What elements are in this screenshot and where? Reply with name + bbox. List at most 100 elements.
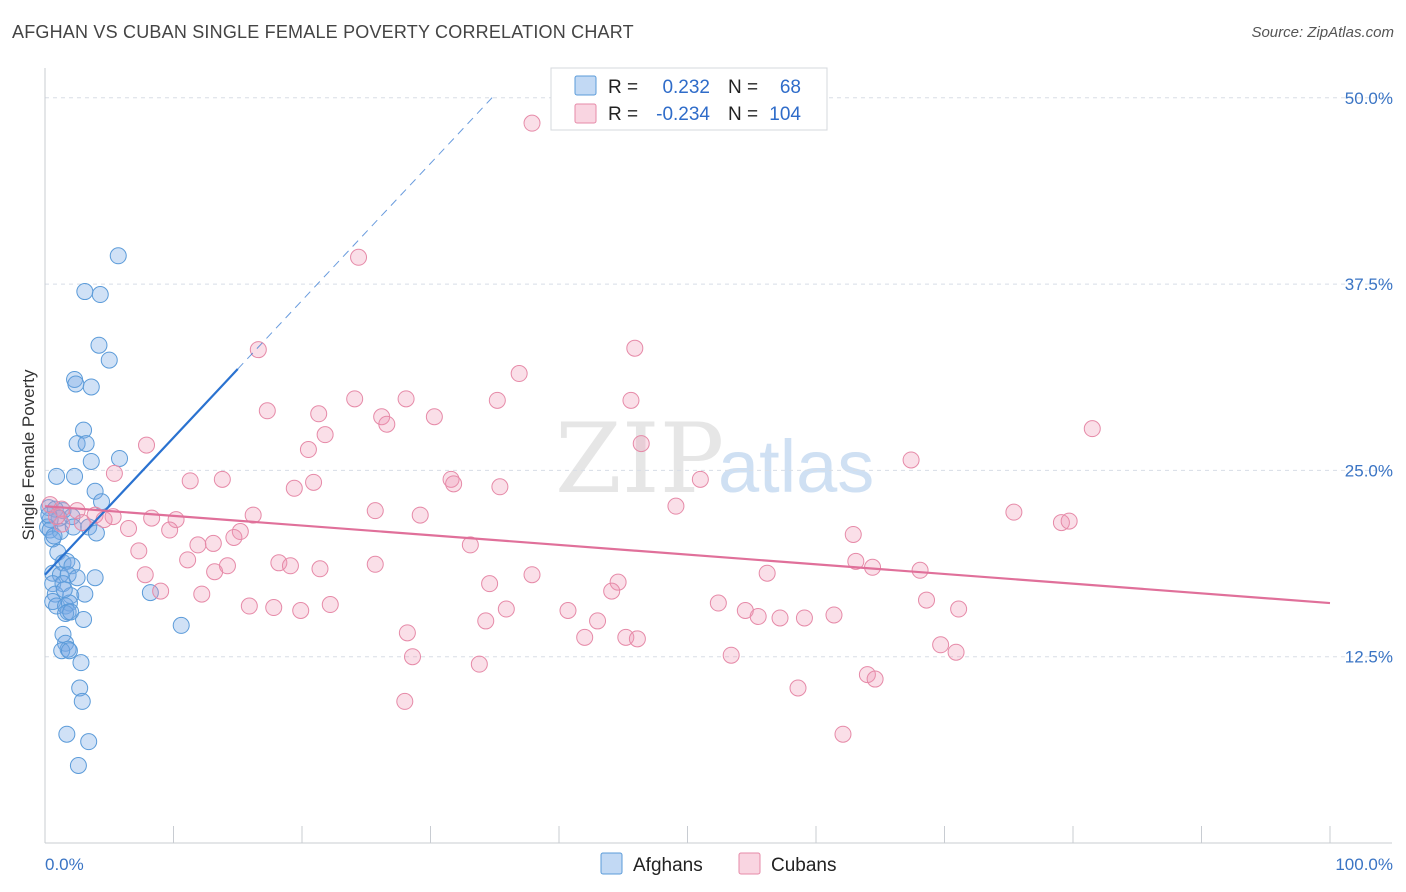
- legend-r-label-afghans: R =: [608, 77, 638, 98]
- cubans-point: [218, 557, 236, 575]
- afghans-point: [58, 725, 76, 743]
- cubans-point: [795, 609, 813, 627]
- afghans-point: [68, 435, 86, 453]
- legend-r-value-afghans: 0.232: [662, 77, 710, 98]
- cubans-point: [130, 542, 148, 560]
- cubans-point: [603, 582, 621, 600]
- legend-r-value-cubans: -0.234: [656, 104, 710, 125]
- cubans-point: [691, 470, 709, 488]
- cubans-point: [310, 405, 328, 423]
- series-legend-label-cubans[interactable]: Cubans: [771, 855, 837, 876]
- series-legend-label-afghans[interactable]: Afghans: [633, 855, 703, 876]
- cubans-point: [622, 391, 640, 409]
- trend-lines: [44, 94, 1331, 605]
- cubans-point: [397, 390, 415, 408]
- cubans-point: [366, 502, 384, 520]
- source-label: Source: ZipAtlas.com: [1251, 24, 1394, 41]
- cubans-point: [204, 534, 222, 552]
- cubans-point: [1060, 512, 1078, 530]
- afghans-point: [111, 449, 129, 467]
- afghans-point: [87, 524, 105, 542]
- cubans-point: [771, 609, 789, 627]
- legend-n-label-cubans: N =: [728, 104, 758, 125]
- afghans-point: [100, 351, 118, 369]
- cubans-point: [477, 612, 495, 630]
- cubans-point: [523, 114, 541, 132]
- legend-swatch-afghans: [574, 75, 597, 96]
- x-tick-label: 0.0%: [45, 855, 84, 874]
- cubans-point: [789, 679, 807, 697]
- cubans-point: [346, 390, 364, 408]
- afghans-point: [73, 692, 91, 710]
- cubans-point: [632, 435, 650, 453]
- afghans-point: [62, 603, 80, 621]
- cubans-point: [510, 365, 528, 383]
- y-axis-label: Single Female Poverty: [19, 369, 38, 541]
- cubans-point: [95, 511, 113, 529]
- cubans-point: [844, 525, 862, 543]
- cubans-point: [758, 564, 776, 582]
- cubans-point: [470, 655, 488, 673]
- afghans-point: [77, 435, 95, 453]
- cubans-point: [425, 408, 443, 426]
- cubans-point: [152, 582, 170, 600]
- cubans-point: [281, 557, 299, 575]
- cubans-point: [292, 602, 310, 619]
- cubans-point: [609, 573, 627, 591]
- legend-r-label-cubans: R =: [608, 104, 638, 125]
- cubans-point: [161, 521, 179, 539]
- cubans-point: [932, 636, 950, 654]
- tick-labels: 12.5% 25.0% 37.5% 50.0% 0.0% 100.0%: [45, 89, 1393, 874]
- afghans-point: [72, 654, 90, 672]
- afghans-point: [45, 527, 63, 545]
- cubans-point: [316, 426, 334, 444]
- afghans-point: [68, 569, 86, 587]
- afghans-point: [60, 642, 78, 660]
- afghans-point: [48, 467, 66, 485]
- cubans-point: [143, 509, 161, 527]
- afghans-point: [55, 581, 73, 599]
- cubans-point: [749, 607, 767, 625]
- cubans-point: [305, 473, 323, 491]
- series-legend: Afghans Cubans: [600, 852, 837, 876]
- cubans-point: [497, 600, 515, 618]
- cubans-point: [350, 248, 368, 266]
- cubans-point: [911, 561, 929, 579]
- cubans-point: [589, 612, 607, 630]
- afghans-point: [82, 452, 100, 470]
- cubans-point: [193, 585, 211, 603]
- y-tick-label: 25.0%: [1345, 461, 1393, 480]
- cubans-point: [225, 528, 243, 546]
- cubans-point: [265, 599, 283, 617]
- grid-lines: [45, 97, 1392, 658]
- afghans-point: [91, 286, 109, 304]
- series-legend-swatch-afghans[interactable]: [600, 852, 623, 875]
- watermark-atlas: atlas: [718, 425, 874, 508]
- y-tick-label: 50.0%: [1345, 89, 1393, 108]
- afghans-point: [76, 585, 94, 603]
- cubans-point: [240, 597, 258, 615]
- series-legend-swatch-cubans[interactable]: [738, 852, 761, 875]
- afghans-point: [69, 757, 87, 774]
- cubans-point: [136, 566, 154, 584]
- cubans-point: [244, 506, 262, 524]
- cubans-point: [73, 514, 91, 532]
- legend-swatch-cubans: [574, 103, 597, 124]
- afghans-point: [75, 610, 93, 628]
- cubans-point: [667, 497, 685, 515]
- cubans-point: [523, 566, 541, 584]
- cubans-point: [628, 630, 646, 648]
- afghans-point: [44, 530, 62, 548]
- cubans-point: [120, 520, 138, 538]
- cubans-point: [396, 692, 414, 710]
- cubans-point: [213, 470, 231, 488]
- cubans-trend-line: [44, 505, 1331, 605]
- cubans-point: [249, 341, 267, 359]
- cubans-point: [179, 551, 197, 569]
- afghans-trend-line: [44, 368, 239, 576]
- legend-n-value-afghans: 68: [780, 77, 801, 98]
- afghans-point: [76, 283, 94, 301]
- watermark-zip: ZIP: [555, 403, 724, 515]
- cubans-point: [231, 523, 249, 541]
